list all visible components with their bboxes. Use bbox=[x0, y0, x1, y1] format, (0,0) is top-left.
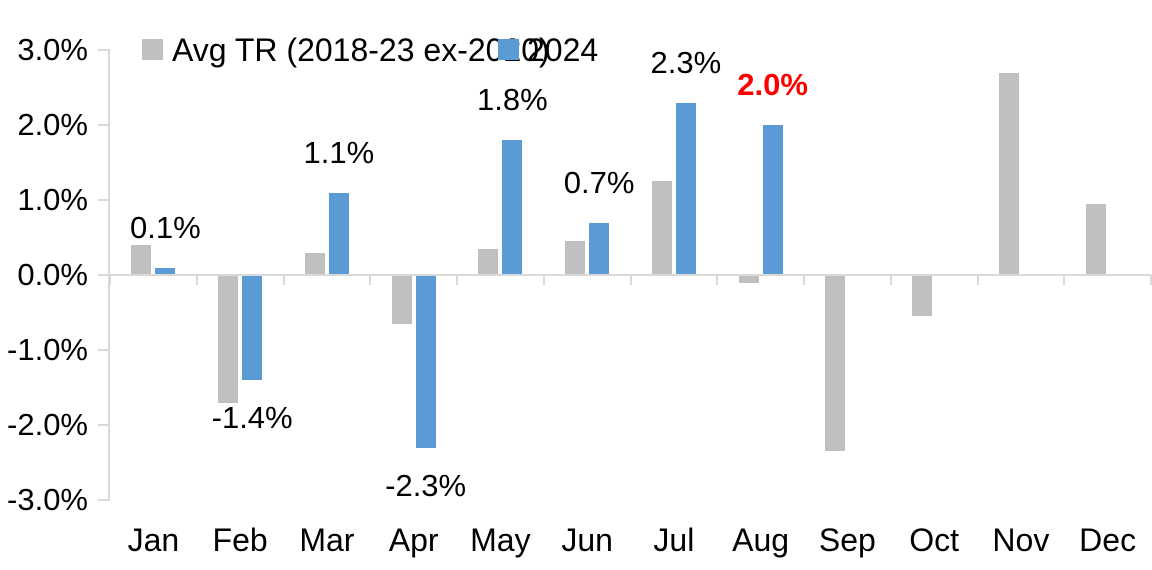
y-axis-label: 1.0% bbox=[17, 182, 88, 217]
bar-avg-sep bbox=[825, 275, 846, 452]
x-axis-line bbox=[110, 274, 1151, 276]
x-axis-tick bbox=[716, 275, 719, 285]
x-axis-label-jul: Jul bbox=[653, 522, 695, 558]
y-axis-line bbox=[108, 50, 110, 500]
data-label-feb: -1.4% bbox=[211, 400, 293, 435]
x-axis-tick bbox=[456, 275, 458, 285]
data-label-may: 1.8% bbox=[477, 82, 548, 117]
data-label-mar: 1.1% bbox=[303, 134, 375, 170]
data-label-jun: 0.7% bbox=[563, 164, 635, 200]
x-axis-label-feb: Feb bbox=[212, 522, 268, 558]
legend-swatch-2024 bbox=[498, 39, 519, 60]
data-label-apr: -2.3% bbox=[385, 467, 467, 503]
bar-avg-mar bbox=[304, 252, 325, 275]
x-axis-tick bbox=[109, 275, 111, 285]
x-axis-tick bbox=[195, 275, 198, 285]
y-axis-tick bbox=[98, 274, 110, 276]
y-axis-label: 0.0% bbox=[17, 257, 88, 292]
y-axis-label: 3.0% bbox=[17, 32, 88, 67]
bar-2024-apr bbox=[415, 275, 436, 448]
legend-label-avg-tr: Avg TR (2018-23 ex-2020) bbox=[172, 32, 550, 68]
bar-2024-aug bbox=[762, 125, 783, 275]
y-axis-label: -2.0% bbox=[7, 407, 88, 442]
x-axis-tick bbox=[629, 275, 632, 285]
bar-2024-feb bbox=[242, 275, 263, 380]
y-axis-tick bbox=[98, 124, 110, 126]
data-label-aug: 2.0% bbox=[737, 67, 808, 102]
x-axis-label-may: May bbox=[470, 522, 531, 558]
data-label-jan: 0.1% bbox=[130, 209, 201, 245]
bar-2024-may bbox=[502, 140, 523, 275]
y-axis-tick bbox=[98, 424, 110, 426]
x-axis-label-nov: Nov bbox=[992, 522, 1050, 558]
x-axis-label-apr: Apr bbox=[388, 522, 439, 558]
bar-2024-jul bbox=[675, 102, 696, 275]
y-axis-label: -1.0% bbox=[7, 332, 88, 367]
y-axis-tick bbox=[98, 349, 110, 351]
bar-2024-jan bbox=[155, 267, 176, 275]
bar-2024-jun bbox=[589, 222, 610, 275]
x-axis-tick bbox=[976, 275, 979, 285]
x-axis-label-jan: Jan bbox=[127, 522, 180, 558]
x-axis-label-oct: Oct bbox=[909, 522, 960, 558]
bar-avg-feb bbox=[218, 275, 239, 403]
y-axis-label: 2.0% bbox=[17, 107, 88, 142]
x-axis-tick bbox=[369, 275, 372, 285]
x-axis-tick bbox=[282, 275, 285, 285]
data-label-jul: 2.3% bbox=[650, 44, 722, 80]
y-axis-label: -3.0% bbox=[7, 482, 88, 517]
y-axis-tick bbox=[98, 49, 110, 51]
x-axis-tick bbox=[803, 275, 805, 285]
x-axis-tick bbox=[889, 275, 892, 285]
x-axis-label-jun: Jun bbox=[561, 522, 613, 558]
x-axis-tick bbox=[1063, 275, 1066, 285]
bar-avg-may bbox=[478, 248, 499, 275]
bar-avg-nov bbox=[998, 72, 1019, 275]
bar-avg-dec bbox=[1085, 203, 1106, 275]
x-axis-tick bbox=[1150, 275, 1152, 285]
legend-label-2024: 2024 bbox=[527, 32, 599, 68]
x-axis-label-dec: Dec bbox=[1079, 522, 1137, 558]
bar-avg-oct bbox=[912, 275, 933, 317]
x-axis-tick bbox=[542, 275, 545, 285]
bar-2024-mar bbox=[328, 192, 349, 275]
bar-avg-aug bbox=[738, 275, 759, 283]
x-axis-label-mar: Mar bbox=[299, 522, 355, 558]
y-axis-tick bbox=[98, 199, 110, 201]
bar-avg-jan bbox=[131, 245, 152, 275]
x-axis-label-sep: Sep bbox=[818, 522, 876, 558]
bar-avg-jun bbox=[565, 241, 586, 275]
legend-swatch-avg-tr bbox=[142, 39, 163, 60]
x-axis-label-aug: Aug bbox=[732, 522, 790, 558]
bar-avg-apr bbox=[391, 275, 412, 324]
bar-avg-jul bbox=[651, 181, 672, 275]
y-axis-tick bbox=[98, 499, 110, 501]
